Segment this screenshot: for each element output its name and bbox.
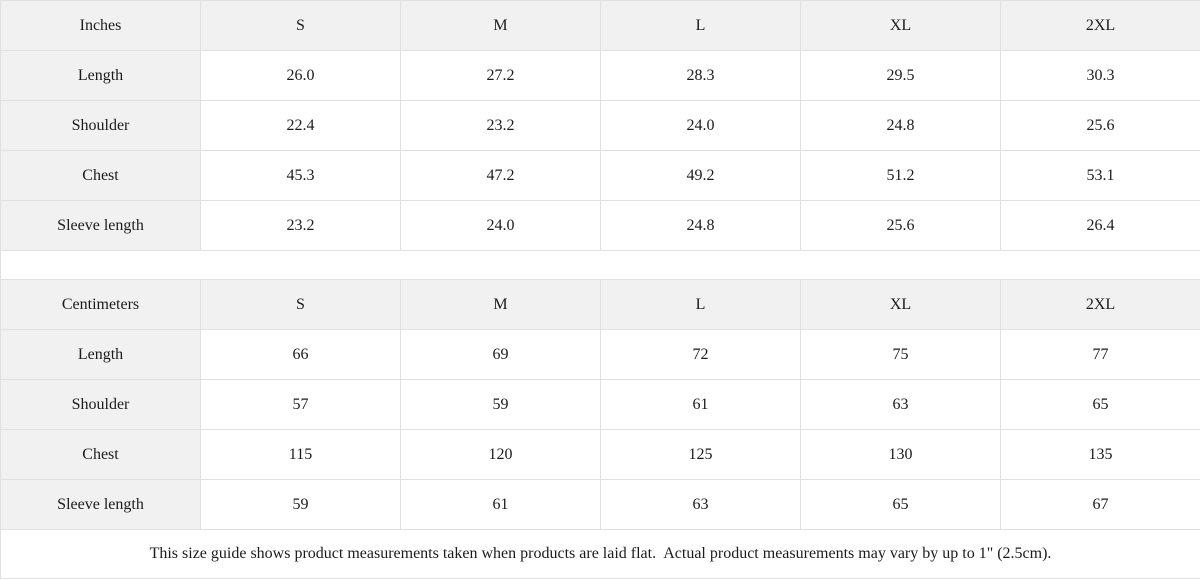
measurement-label: Chest <box>0 429 201 480</box>
measurement-label: Length <box>0 50 201 101</box>
measurement-value: 63 <box>800 379 1001 430</box>
size-column-header: S <box>200 0 401 51</box>
unit-label-inches: Inches <box>0 0 201 51</box>
size-column-header: XL <box>800 0 1001 51</box>
measurement-value: 120 <box>400 429 601 480</box>
size-column-header: XL <box>800 279 1001 330</box>
measurement-label: Shoulder <box>0 100 201 151</box>
measurement-value: 65 <box>800 479 1001 530</box>
measurement-row: Sleeve length 23.2 24.0 24.8 25.6 26.4 <box>0 200 1200 251</box>
measurement-value: 23.2 <box>200 200 401 251</box>
size-header-row-inches: Inches S M L XL 2XL <box>0 0 1200 51</box>
measurement-row: Chest 45.3 47.2 49.2 51.2 53.1 <box>0 150 1200 201</box>
measurement-value: 26.4 <box>1000 200 1200 251</box>
measurement-value: 24.0 <box>600 100 801 151</box>
size-column-header: L <box>600 0 801 51</box>
footer-row: This size guide shows product measuremen… <box>0 529 1200 579</box>
measurement-label: Sleeve length <box>0 200 201 251</box>
measurement-value: 63 <box>600 479 801 530</box>
measurement-value: 49.2 <box>600 150 801 201</box>
separator-row <box>0 250 1200 280</box>
measurement-value: 72 <box>600 329 801 380</box>
size-header-row-centimeters: Centimeters S M L XL 2XL <box>0 279 1200 330</box>
size-column-header: S <box>200 279 401 330</box>
measurement-value: 59 <box>400 379 601 430</box>
measurement-value: 22.4 <box>200 100 401 151</box>
measurement-value: 29.5 <box>800 50 1001 101</box>
size-column-header: M <box>400 279 601 330</box>
measurement-row: Sleeve length 59 61 63 65 67 <box>0 479 1200 530</box>
measurement-label: Shoulder <box>0 379 201 430</box>
measurement-value: 24.0 <box>400 200 601 251</box>
measurement-value: 51.2 <box>800 150 1001 201</box>
measurement-value: 61 <box>600 379 801 430</box>
measurement-value: 115 <box>200 429 401 480</box>
measurement-value: 47.2 <box>400 150 601 201</box>
measurement-value: 30.3 <box>1000 50 1200 101</box>
measurement-value: 125 <box>600 429 801 480</box>
measurement-row: Chest 115 120 125 130 135 <box>0 429 1200 480</box>
measurement-value: 24.8 <box>600 200 801 251</box>
measurement-label: Chest <box>0 150 201 201</box>
unit-label-centimeters: Centimeters <box>0 279 201 330</box>
measurement-value: 24.8 <box>800 100 1001 151</box>
size-column-header: 2XL <box>1000 279 1200 330</box>
measurement-label: Sleeve length <box>0 479 201 530</box>
measurement-row: Length 66 69 72 75 77 <box>0 329 1200 380</box>
measurement-value: 25.6 <box>800 200 1001 251</box>
measurement-value: 75 <box>800 329 1001 380</box>
measurement-value: 27.2 <box>400 50 601 101</box>
measurement-row: Shoulder 22.4 23.2 24.0 24.8 25.6 <box>0 100 1200 151</box>
measurement-value: 67 <box>1000 479 1200 530</box>
size-column-header: L <box>600 279 801 330</box>
size-column-header: M <box>400 0 601 51</box>
measurement-row: Shoulder 57 59 61 63 65 <box>0 379 1200 430</box>
measurement-value: 65 <box>1000 379 1200 430</box>
measurement-value: 57 <box>200 379 401 430</box>
measurement-value: 135 <box>1000 429 1200 480</box>
separator-cell <box>0 250 1200 280</box>
measurement-value: 61 <box>400 479 601 530</box>
measurement-value: 66 <box>200 329 401 380</box>
measurement-value: 130 <box>800 429 1001 480</box>
measurement-label: Length <box>0 329 201 380</box>
measurement-value: 26.0 <box>200 50 401 101</box>
measurement-value: 25.6 <box>1000 100 1200 151</box>
size-guide-note: This size guide shows product measuremen… <box>0 529 1200 579</box>
measurement-value: 59 <box>200 479 401 530</box>
measurement-value: 53.1 <box>1000 150 1200 201</box>
measurement-value: 69 <box>400 329 601 380</box>
measurement-value: 28.3 <box>600 50 801 101</box>
measurement-value: 77 <box>1000 329 1200 380</box>
measurement-row: Length 26.0 27.2 28.3 29.5 30.3 <box>0 50 1200 101</box>
size-column-header: 2XL <box>1000 0 1200 51</box>
measurement-value: 23.2 <box>400 100 601 151</box>
measurement-value: 45.3 <box>200 150 401 201</box>
